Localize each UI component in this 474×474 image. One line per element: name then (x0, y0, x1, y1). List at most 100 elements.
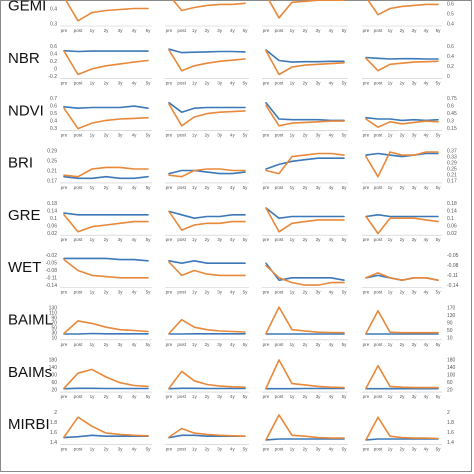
series-orange-line (63, 368, 149, 390)
x-tick-label: post (374, 342, 383, 347)
series-blue-line (168, 169, 246, 175)
x-tick-label: pre (61, 133, 68, 138)
row-label-gemi: GEMI (8, 0, 46, 15)
x-tick-label: 2y (104, 446, 110, 451)
x-tick-label: 4y (230, 394, 236, 399)
series-blue-line (365, 214, 439, 218)
x-tick-label: 3y (316, 446, 322, 451)
y-tick-right: -0.14 (447, 283, 459, 289)
x-tick-label: post (74, 342, 83, 347)
series-blue-line (265, 101, 345, 122)
x-tick-label: pre (61, 446, 68, 451)
x-tick-label: 5y (146, 80, 152, 85)
x-tick-label: post (374, 446, 383, 451)
x-tick-label: 3y (118, 446, 124, 451)
x-tick-label: 2y (205, 342, 211, 347)
x-tick-label: 5y (436, 133, 442, 138)
series-blue-line (365, 438, 439, 441)
x-tick-label: 4y (424, 237, 430, 242)
x-tick-label: 4y (329, 342, 335, 347)
x-tick-label: 3y (118, 342, 124, 347)
x-tick-label: 3y (316, 80, 322, 85)
x-tick-label: pre (363, 446, 370, 451)
y-tick-left: 0.2 (50, 59, 57, 65)
x-tick-label: 3y (118, 290, 124, 295)
x-tick-label: 5y (436, 80, 442, 85)
series-orange-line (365, 57, 439, 72)
x-tick-label: 5y (243, 80, 249, 85)
x-tick-label: pre (263, 394, 270, 399)
y-tick-right: 0.75 (447, 96, 457, 102)
y-tick-left: 10 (51, 335, 57, 341)
series-orange-line (265, 104, 345, 127)
x-tick-label: 3y (316, 394, 322, 399)
x-tick-label: post (275, 446, 284, 451)
y-tick-left: -0.14 (46, 283, 58, 289)
x-tick-label: pre (166, 28, 173, 33)
series-orange-line (168, 427, 246, 438)
row-label-baiml: BAIML (8, 312, 53, 329)
x-tick-label: pre (166, 290, 173, 295)
row-label-wet: WET (8, 259, 41, 276)
y-tick-right: 180 (447, 358, 456, 364)
y-tick-right: -0.05 (447, 253, 459, 259)
series-orange-line (365, 272, 439, 282)
x-tick-label: 5y (342, 290, 348, 295)
x-tick-label: 2y (400, 342, 406, 347)
series-blue-line (168, 48, 246, 54)
x-tick-label: 2y (104, 185, 110, 190)
y-tick-right: 0.4 (447, 54, 454, 60)
x-tick-label: 3y (412, 185, 418, 190)
x-tick-label: 3y (412, 446, 418, 451)
x-tick-label: 1y (388, 290, 394, 295)
x-tick-label: pre (263, 342, 270, 347)
series-orange-line (168, 168, 246, 178)
y-tick-left: 0.18 (47, 201, 57, 207)
series-orange-line (168, 103, 246, 127)
y-tick-right: 0.18 (447, 201, 457, 207)
y-tick-right: 0.17 (447, 179, 457, 185)
x-tick-label: post (74, 28, 83, 33)
y-tick-right: 2 (447, 410, 450, 416)
x-tick-label: 2y (400, 290, 406, 295)
x-tick-label: 5y (436, 237, 442, 242)
x-tick-label: 4y (230, 237, 236, 242)
x-tick-label: pre (166, 446, 173, 451)
y-tick-right: 1.4 (447, 440, 454, 446)
x-tick-label: 2y (303, 237, 309, 242)
x-tick-label: pre (363, 394, 370, 399)
series-orange-line (365, 118, 439, 128)
x-tick-label: 4y (230, 290, 236, 295)
y-tick-left: 0.21 (47, 169, 57, 175)
series-orange-line (63, 166, 149, 178)
series-blue-line (63, 212, 149, 216)
x-tick-label: 1y (388, 28, 394, 33)
x-tick-label: 1y (290, 133, 296, 138)
y-tick-left: -0.02 (46, 253, 58, 259)
x-tick-label: post (374, 185, 383, 190)
y-tick-left: 2 (54, 410, 57, 416)
x-tick-label: pre (263, 185, 270, 190)
x-tick-label: 2y (400, 394, 406, 399)
x-tick-label: 1y (290, 394, 296, 399)
x-tick-label: 2y (303, 28, 309, 33)
x-tick-label: 5y (146, 394, 152, 399)
y-tick-right: 100 (447, 373, 456, 379)
x-tick-label: 1y (192, 237, 198, 242)
x-tick-label: post (275, 394, 284, 399)
x-tick-label: 5y (436, 28, 442, 33)
x-tick-label: post (177, 80, 186, 85)
x-tick-label: 3y (217, 80, 223, 85)
x-tick-label: 4y (424, 446, 430, 451)
x-tick-label: post (177, 342, 186, 347)
x-tick-label: 1y (388, 342, 394, 347)
x-tick-label: 1y (388, 446, 394, 451)
y-tick-left: 0.17 (47, 179, 57, 185)
x-tick-label: post (275, 185, 284, 190)
y-tick-left: 30 (51, 330, 57, 336)
y-tick-left: 70 (51, 320, 57, 326)
x-tick-label: 3y (412, 28, 418, 33)
x-tick-label: 2y (400, 185, 406, 190)
x-tick-label: 2y (205, 290, 211, 295)
